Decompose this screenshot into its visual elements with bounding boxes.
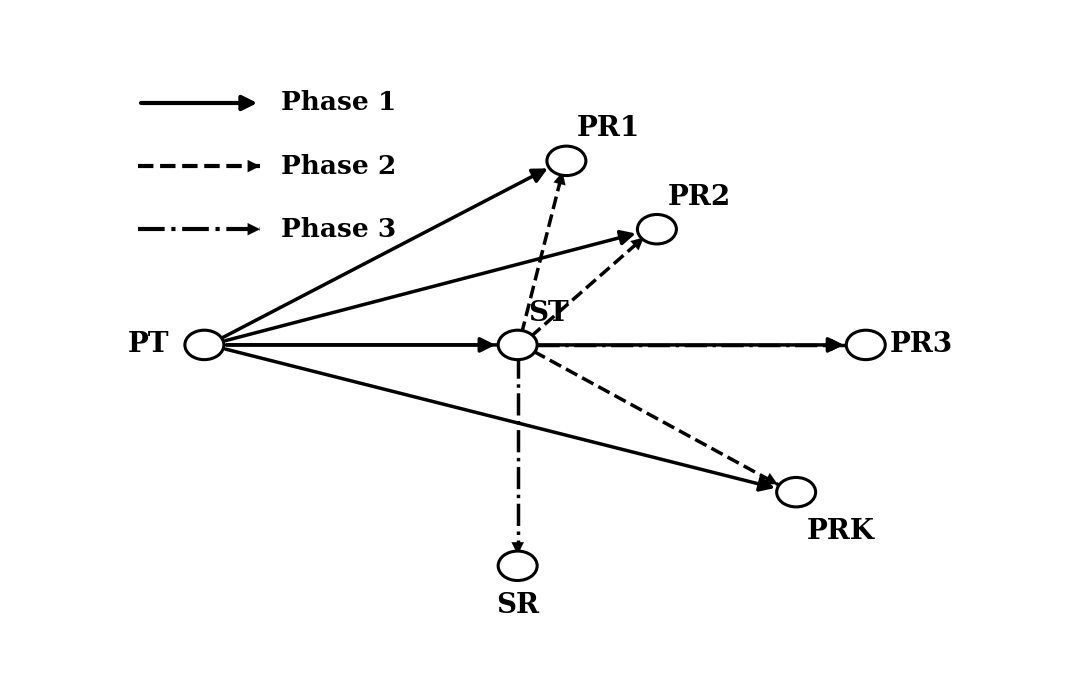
Circle shape: [185, 330, 224, 360]
Text: PR1: PR1: [577, 115, 640, 143]
Text: PRK: PRK: [806, 518, 874, 546]
Circle shape: [498, 551, 537, 581]
Text: PT: PT: [128, 331, 169, 359]
Text: PR2: PR2: [667, 184, 731, 211]
Text: ST: ST: [528, 300, 569, 326]
Circle shape: [547, 146, 586, 176]
Circle shape: [776, 477, 816, 507]
Text: SR: SR: [496, 592, 539, 619]
Text: PR3: PR3: [890, 331, 953, 359]
Circle shape: [498, 330, 537, 360]
Text: Phase 3: Phase 3: [281, 217, 397, 242]
Text: Phase 1: Phase 1: [281, 90, 397, 115]
Circle shape: [846, 330, 885, 360]
Circle shape: [637, 214, 676, 244]
Text: Phase 2: Phase 2: [281, 154, 397, 179]
